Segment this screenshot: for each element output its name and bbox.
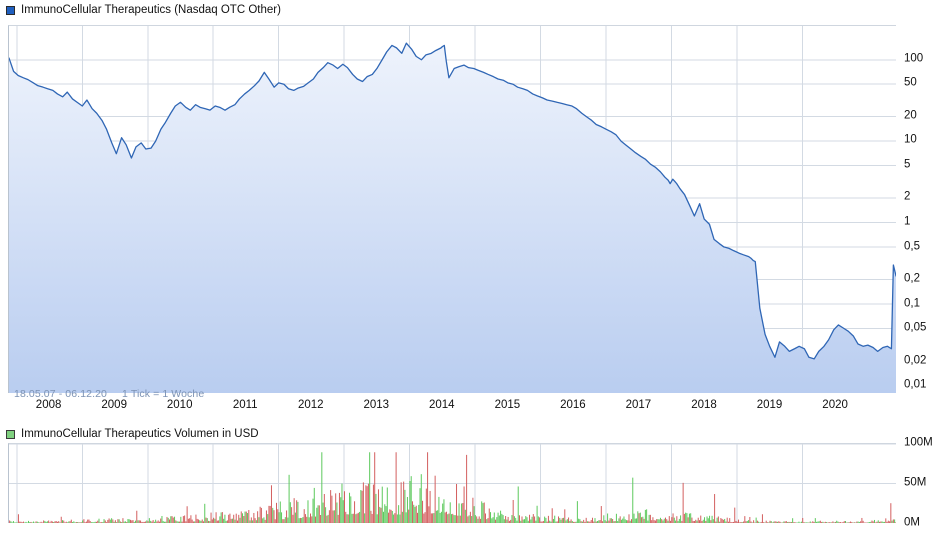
price-series-label: ImmunoCellular Therapeutics (Nasdaq OTC …	[21, 4, 281, 16]
x-tick-label: 2011	[232, 399, 258, 411]
range-period: 18.05.07 - 06.12.20	[14, 388, 107, 400]
price-y-axis-labels: 100 50 20 10 5 2 1 0,5 0,2 0,1 0,05 0,02 0,01	[900, 25, 940, 393]
price-series-color-swatch-icon	[6, 6, 15, 16]
x-tick-label: 2010	[166, 399, 193, 411]
x-tick-label: 2012	[298, 399, 324, 411]
volume-series-legend[interactable]: ImmunoCellular Therapeutics Volumen in U…	[6, 428, 259, 441]
price-y-tick-label: 20	[904, 109, 917, 122]
x-tick-label: 2018	[691, 399, 717, 411]
x-tick-label: 2016	[560, 399, 586, 411]
price-y-tick-label: 50	[904, 76, 917, 89]
x-tick-label: 2019	[756, 399, 783, 411]
price-y-tick-label: 0,05	[904, 321, 927, 334]
volume-y-tick-label: 0M	[904, 516, 920, 529]
price-series-legend[interactable]: ImmunoCellular Therapeutics (Nasdaq OTC …	[6, 4, 281, 17]
price-y-tick-label: 0,02	[904, 353, 927, 366]
volume-plot-svg	[9, 444, 896, 523]
price-y-tick-label: 2	[904, 190, 911, 203]
price-plot-area[interactable]	[9, 26, 896, 393]
range-tick-interval: 1 Tick = 1 Woche	[122, 388, 205, 400]
volume-y-tick-label: 50M	[904, 476, 927, 489]
price-plot-svg	[9, 26, 896, 393]
volume-series-color-swatch-icon	[6, 430, 15, 440]
volume-chart-panel[interactable]	[8, 443, 896, 523]
chart-range-note: 18.05.07 - 06.12.20 1 Tick = 1 Woche	[14, 389, 204, 400]
price-y-tick-label: 10	[904, 133, 917, 146]
price-y-tick-label: 0,2	[904, 272, 920, 285]
price-y-tick-label: 0,01	[904, 378, 927, 391]
volume-series-label: ImmunoCellular Therapeutics Volumen in U…	[21, 428, 259, 440]
price-y-tick-label: 0,5	[904, 239, 920, 252]
volume-y-tick-label: 100M	[904, 436, 933, 449]
x-tick-label: 2015	[494, 399, 521, 411]
x-tick-label: 2020	[822, 399, 848, 411]
volume-y-axis-labels: 100M 50M 0M	[900, 437, 940, 528]
x-tick-label: 2013	[363, 399, 390, 411]
x-tick-label: 2008	[35, 399, 62, 411]
price-y-tick-label: 5	[904, 158, 911, 171]
x-axis-labels: 2008 2009 2010 2011 2012 2013 2014 2015 2016 2017…	[8, 398, 896, 416]
x-tick-label: 2014	[429, 399, 455, 411]
price-y-tick-label: 100	[904, 52, 924, 65]
price-y-tick-label: 1	[904, 215, 911, 228]
price-y-tick-label: 0,1	[904, 296, 920, 309]
x-tick-label: 2009	[101, 399, 127, 411]
volume-plot-area[interactable]	[9, 444, 896, 523]
price-chart-panel[interactable]	[8, 25, 896, 393]
x-tick-label: 2017	[625, 399, 652, 411]
